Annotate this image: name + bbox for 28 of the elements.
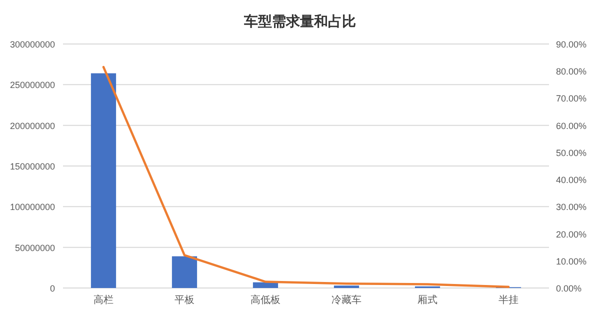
- y2-tick-label: 10.00%: [556, 256, 587, 266]
- x-tick-label: 厢式: [418, 294, 438, 306]
- x-tick-label: 高栏: [94, 294, 114, 306]
- line-series: [102, 66, 510, 288]
- y2-tick-label: 50.00%: [556, 148, 587, 158]
- y2-tick-label: 40.00%: [556, 175, 587, 186]
- y-tick-label: 250000000: [10, 80, 55, 90]
- y-tick-label: 0: [50, 284, 55, 294]
- bar: [90, 73, 116, 288]
- x-tick-label: 冷藏车: [332, 294, 362, 306]
- y2-tick-label: 70.00%: [556, 94, 587, 104]
- chart-title: 车型需求量和占比: [243, 13, 356, 29]
- y-tick-label: 200000000: [10, 120, 55, 131]
- y2-tick-label: 60.00%: [556, 120, 587, 131]
- y2-tick-label: 0.00%: [556, 284, 582, 294]
- y-tick-label: 150000000: [10, 162, 55, 172]
- bar: [252, 282, 278, 288]
- y2-tick-label: 90.00%: [556, 40, 587, 50]
- bar: [172, 256, 198, 288]
- y2-tick-label: 80.00%: [556, 66, 587, 77]
- y2-tick-label: 30.00%: [556, 202, 587, 212]
- y-tick-label: 300000000: [10, 40, 55, 50]
- x-tick-label: 半挂: [498, 294, 518, 306]
- x-tick-label: 高低板: [250, 294, 280, 306]
- y2-tick-label: 20.00%: [556, 229, 587, 240]
- y-tick-label: 100000000: [10, 202, 55, 212]
- x-tick-label: 平板: [174, 294, 194, 306]
- y-tick-label: 50000000: [14, 242, 55, 253]
